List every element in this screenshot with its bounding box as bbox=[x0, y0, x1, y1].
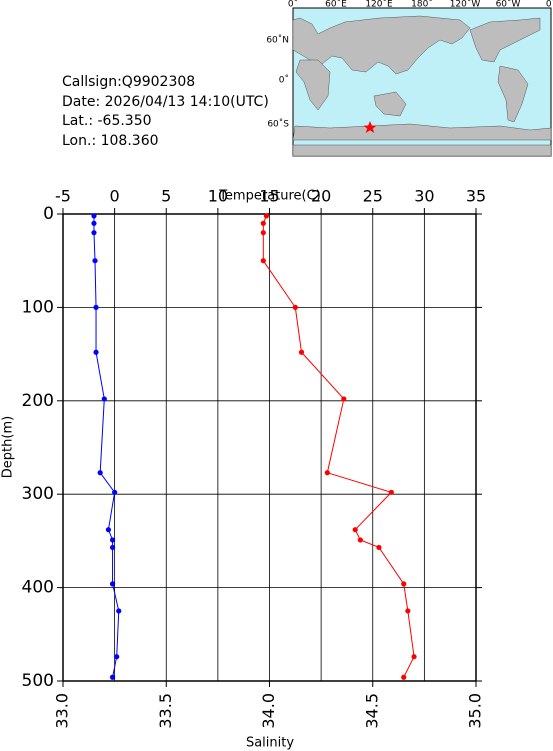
latitude: Lat.: -65.350 bbox=[62, 113, 152, 129]
profile-point bbox=[376, 544, 382, 551]
profile-point bbox=[263, 213, 270, 219]
profile-point bbox=[401, 674, 407, 680]
profile-point bbox=[91, 220, 97, 226]
x2-tick-label: 35 bbox=[466, 187, 486, 206]
map-lon-labels: 0˚ 60˚E 120˚E 180˚ 120˚W 60˚W 0˚ bbox=[288, 0, 553, 10]
plot-frame bbox=[62, 213, 477, 682]
profile-point bbox=[260, 258, 266, 264]
map-lon-label: 120˚E bbox=[365, 0, 393, 10]
profile-point bbox=[91, 213, 97, 219]
y-axis-label: Depth(m) bbox=[1, 416, 16, 478]
profile-point bbox=[105, 527, 112, 533]
world-map: 0˚ 60˚E 120˚E 180˚ 120˚W 60˚W 0˚ 60˚N 0˚ 60˚S bbox=[266, 0, 553, 157]
x2-tick-label: 5 bbox=[161, 187, 171, 206]
map-lat-label: 60˚N bbox=[266, 35, 289, 46]
station-marker bbox=[363, 121, 377, 133]
x2-tick-label: 20 bbox=[311, 187, 331, 206]
profile-point bbox=[109, 581, 116, 587]
longitude: Lon.: 108.360 bbox=[62, 133, 159, 149]
date: Date: 2026/04/13 14:10(UTC) bbox=[62, 94, 269, 110]
x2-tick-label: 0 bbox=[110, 187, 120, 206]
map-lat-label: 0˚ bbox=[279, 75, 289, 86]
x2-tick-label: 15 bbox=[259, 187, 279, 206]
map-lon-label: 180˚ bbox=[411, 0, 433, 10]
profile-point bbox=[401, 581, 407, 587]
callsign: Callsign:Q9902308 bbox=[62, 74, 195, 90]
profile-point bbox=[352, 527, 358, 533]
y-tick-label: 100 bbox=[22, 297, 54, 317]
y-tick-label: 0 bbox=[43, 204, 54, 224]
profile-point bbox=[405, 608, 411, 614]
y-tick-label: 400 bbox=[22, 578, 54, 598]
y-tick-label: 200 bbox=[22, 391, 54, 411]
profile-line bbox=[93, 215, 120, 678]
profile-point bbox=[357, 537, 363, 543]
x2-tick-label: 10 bbox=[208, 187, 228, 206]
profile-point bbox=[324, 470, 330, 476]
profile-point bbox=[97, 470, 103, 476]
map-lat-label: 60˚S bbox=[267, 119, 289, 130]
map-lon-label: 60˚W bbox=[496, 0, 521, 10]
profile-point bbox=[101, 396, 107, 402]
map-land bbox=[292, 15, 552, 157]
x-tick-label: 33.5 bbox=[156, 693, 175, 729]
profile-point bbox=[93, 349, 99, 355]
profile-point bbox=[114, 654, 120, 660]
y-tick-label: 500 bbox=[22, 671, 54, 691]
profile-line bbox=[262, 215, 415, 678]
x-tick-label: 34.0 bbox=[259, 693, 278, 729]
x-tick-label: 35.0 bbox=[466, 693, 485, 729]
profile-point bbox=[112, 489, 118, 495]
profile-point bbox=[411, 654, 417, 660]
x2-tick-label: 25 bbox=[363, 187, 383, 206]
profile-point bbox=[91, 230, 97, 236]
profile-point bbox=[292, 304, 298, 310]
map-lon-label: 60˚E bbox=[325, 0, 347, 10]
map-lon-label: 0˚ bbox=[288, 0, 298, 10]
profile-point bbox=[109, 544, 116, 551]
y-tick-label: 300 bbox=[22, 484, 54, 504]
x-tick-label: 33.0 bbox=[53, 693, 72, 729]
profile-point bbox=[116, 608, 122, 614]
profile-point bbox=[341, 396, 347, 402]
profile-point bbox=[388, 489, 394, 495]
x2-tick-label: -5 bbox=[55, 187, 71, 206]
x-tick-label: 34.5 bbox=[362, 693, 381, 729]
x-axis-label: Salinity bbox=[246, 736, 294, 751]
map-lat-labels: 60˚N 0˚ 60˚S bbox=[266, 35, 289, 130]
profile-point bbox=[93, 304, 99, 310]
profile-point bbox=[260, 220, 266, 226]
x2-tick-label: 30 bbox=[414, 187, 434, 206]
profile-point bbox=[260, 230, 266, 236]
profile-point bbox=[109, 674, 116, 680]
profile-point bbox=[92, 258, 98, 264]
x2-axis-label: Temperature(C) bbox=[218, 189, 321, 204]
map-lon-label: 120˚W bbox=[450, 0, 481, 10]
map-lon-label: 0˚ bbox=[546, 0, 553, 10]
profile-point bbox=[298, 349, 305, 355]
profile-point bbox=[109, 537, 116, 543]
